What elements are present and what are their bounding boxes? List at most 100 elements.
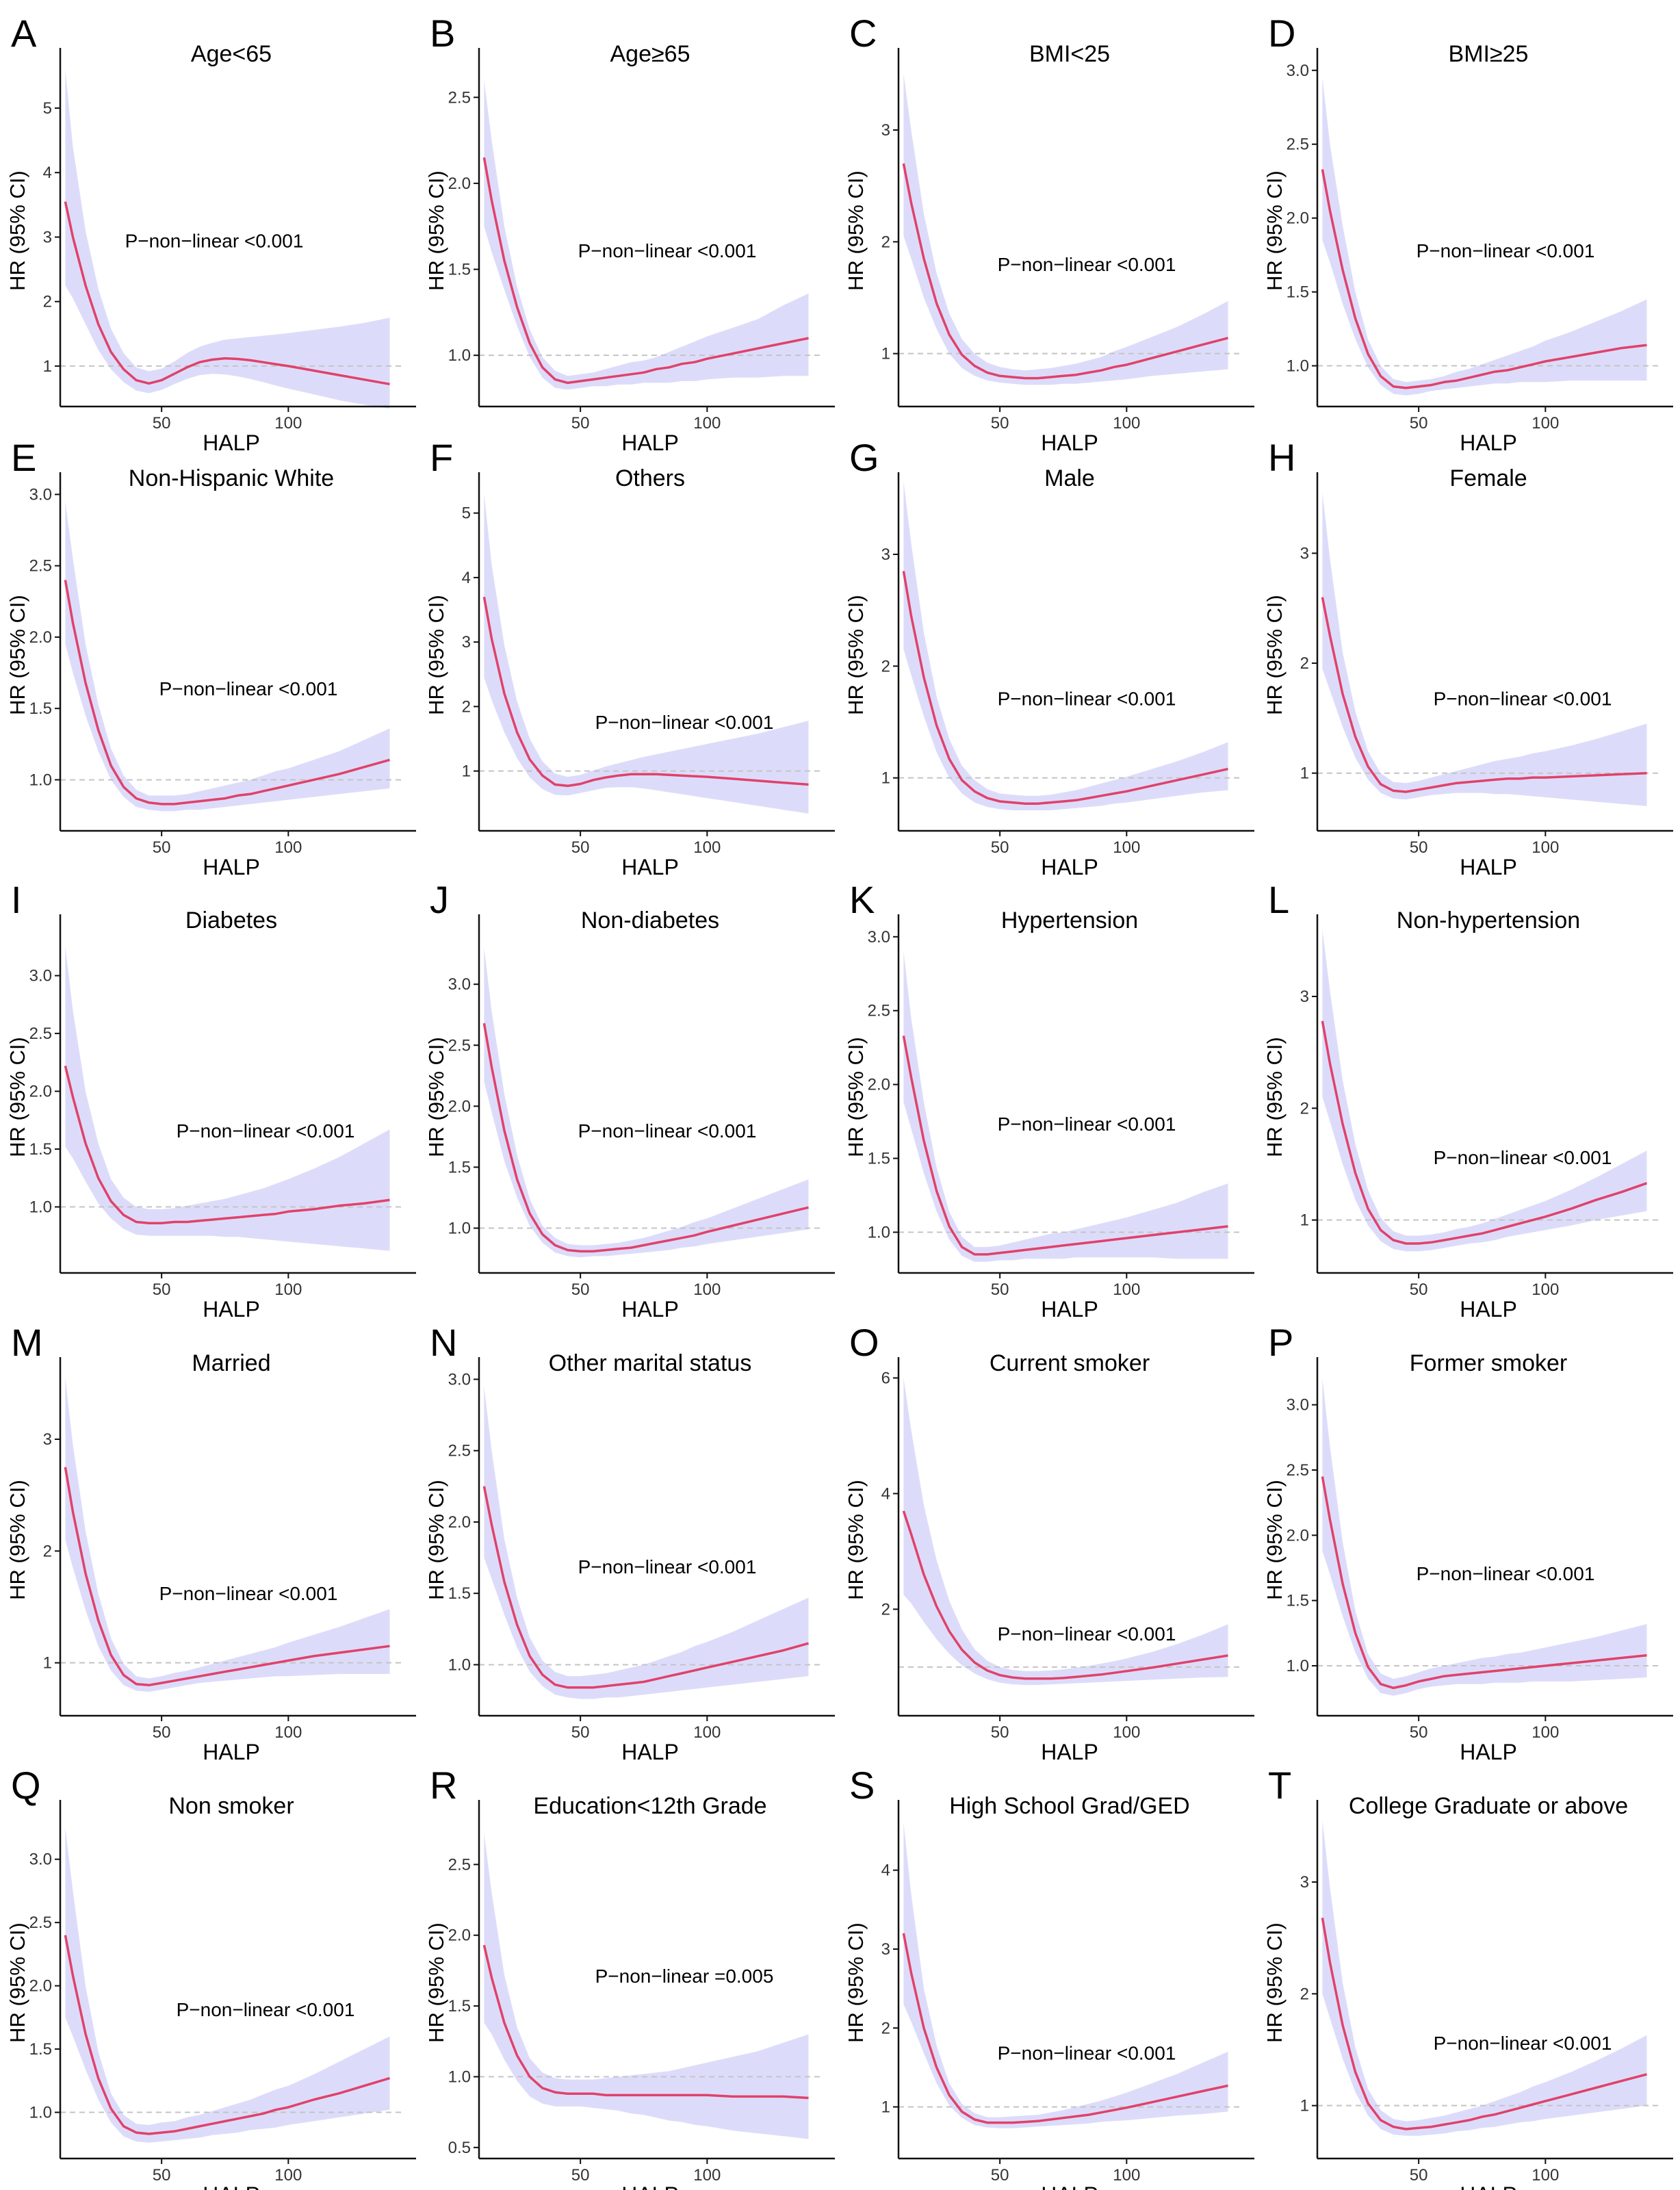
- y-axis-label: HR (95% CI): [1263, 1480, 1287, 1600]
- panel-title: High School Grad/GED: [949, 1793, 1190, 1819]
- p-value-annotation: P−non−linear <0.001: [998, 1113, 1176, 1135]
- x-tick-label: 50: [1410, 414, 1428, 433]
- y-axis-label: HR (95% CI): [5, 170, 29, 291]
- y-axis-label: HR (95% CI): [424, 1922, 448, 2043]
- y-tick-label: 2.5: [448, 88, 471, 107]
- panel-title: Other marital status: [549, 1350, 752, 1376]
- x-tick-label: 100: [1532, 2166, 1559, 2185]
- y-tick-label: 2.5: [29, 1914, 52, 1932]
- ci-band: [484, 493, 809, 814]
- y-tick-label: 3: [881, 1940, 890, 1959]
- panel-letter: O: [849, 1321, 879, 1364]
- panel-g: 1 2 3 50 100 HALP HR (95% CI) Male G P−non−linear…: [844, 436, 1254, 879]
- x-tick-label: 100: [693, 414, 721, 433]
- y-tick-label: 5: [43, 99, 52, 118]
- panel-letter: P: [1268, 1321, 1293, 1364]
- panel-h: 1 2 3 50 100 HALP HR (95% CI) Female H P−non−line…: [1263, 436, 1673, 879]
- p-value-annotation: P−non−linear <0.001: [998, 1623, 1176, 1645]
- y-tick-label: 3: [43, 228, 52, 246]
- x-axis-label: HALP: [1041, 1740, 1098, 1764]
- y-axis-label: HR (95% CI): [424, 1037, 448, 1157]
- y-tick-label: 2: [881, 657, 890, 675]
- y-tick-label: 1: [43, 1654, 52, 1673]
- y-axis-label: HR (95% CI): [5, 595, 29, 715]
- y-tick-label: 1: [1300, 2097, 1309, 2115]
- panel-title: Former smoker: [1410, 1350, 1567, 1376]
- panel-b: 1.0 1.5 2.0 2.5 50 100 HALP HR (95% CI) Age≥65 B P…: [424, 12, 835, 455]
- hr-line: [902, 1933, 1228, 2124]
- hr-line: [902, 1035, 1228, 1256]
- panel-letter: I: [11, 878, 22, 921]
- y-axis-label: HR (95% CI): [5, 1037, 29, 1157]
- ci-band: [903, 1378, 1228, 1686]
- y-tick-label: 3: [43, 1430, 52, 1449]
- x-axis-label: HALP: [1460, 2182, 1517, 2190]
- panel-f: 1 2 3 4 5 50 100 HALP HR (95% CI) Others F P−non−li…: [424, 436, 835, 879]
- y-axis-label: HR (95% CI): [424, 595, 448, 715]
- x-tick-label: 100: [274, 838, 302, 857]
- ci-band: [65, 69, 390, 409]
- panel-letter: H: [1268, 436, 1295, 479]
- p-value-annotation: P−non−linear <0.001: [177, 1999, 355, 2020]
- x-tick-label: 50: [153, 414, 171, 433]
- y-tick-label: 4: [462, 569, 471, 587]
- y-tick-label: 3: [881, 545, 890, 564]
- hr-line: [1321, 1476, 1647, 1690]
- panel-q: 1.0 1.5 2.0 2.5 3.0 50 100 HALP HR (95% CI) Non s…: [5, 1764, 416, 2190]
- x-axis-label: HALP: [203, 1297, 260, 1322]
- y-tick-label: 1.0: [29, 771, 52, 789]
- ci-band: [65, 501, 390, 812]
- y-tick-label: 2: [1300, 1099, 1309, 1118]
- panel-d: 1.0 1.5 2.0 2.5 3.0 50 100 HALP HR (95% CI) BMI≥2…: [1263, 12, 1673, 455]
- panel-c: 1 2 3 50 100 HALP HR (95% CI) BMI<25 C P−non−line…: [844, 12, 1254, 455]
- x-tick-label: 100: [693, 1280, 721, 1299]
- hr-line: [64, 1935, 391, 2135]
- y-tick-label: 2.5: [1287, 136, 1309, 154]
- ci-band: [903, 481, 1228, 810]
- hr-line: [1321, 597, 1647, 793]
- x-tick-label: 50: [571, 1723, 590, 1742]
- x-axis-label: HALP: [203, 2182, 260, 2190]
- panel-title: Non-Hispanic White: [129, 465, 334, 491]
- x-axis-label: HALP: [1460, 1740, 1517, 1764]
- x-tick-label: 100: [274, 2166, 302, 2185]
- x-axis-label: HALP: [1041, 2182, 1098, 2190]
- hr-line: [1321, 1918, 1647, 2130]
- panel-letter: J: [430, 878, 449, 921]
- p-value-annotation: P−non−linear <0.001: [998, 2043, 1176, 2064]
- hr-line: [482, 596, 809, 788]
- panel-title: Age≥65: [610, 41, 690, 67]
- x-tick-label: 100: [1532, 1723, 1559, 1742]
- p-value-annotation: P−non−linear <0.001: [125, 231, 304, 252]
- panel-title: Education<12th Grade: [533, 1793, 766, 1819]
- x-axis-label: HALP: [1041, 430, 1098, 455]
- panel-letter: G: [849, 436, 879, 479]
- x-axis-label: HALP: [621, 430, 679, 455]
- hr-line: [64, 1467, 390, 1687]
- x-tick-label: 100: [1113, 1723, 1140, 1742]
- y-tick-label: 2: [881, 1600, 890, 1619]
- x-tick-label: 50: [571, 1280, 590, 1299]
- panel-k: 1.0 1.5 2.0 2.5 3.0 50 100 HALP HR (95% CI) Hyper…: [844, 878, 1254, 1322]
- y-tick-label: 1.0: [448, 1220, 471, 1238]
- y-tick-label: 1: [462, 762, 471, 781]
- hr-line: [902, 571, 1228, 805]
- ci-band: [1322, 1378, 1647, 1696]
- y-tick-label: 1.0: [1287, 357, 1309, 376]
- panel-title: Hypertension: [1001, 907, 1138, 933]
- panel-title: Others: [615, 465, 685, 491]
- ci-band: [1322, 929, 1647, 1252]
- y-tick-label: 2: [881, 2019, 890, 2037]
- hr-line: [482, 1944, 809, 2100]
- y-tick-label: 3: [881, 121, 890, 140]
- hr-line: [902, 1510, 1228, 1680]
- panel-title: Non-diabetes: [581, 907, 719, 933]
- x-tick-label: 100: [274, 1723, 302, 1742]
- x-axis-label: HALP: [1041, 855, 1098, 879]
- y-axis-label: HR (95% CI): [1263, 595, 1287, 715]
- panel-l: 1 2 3 50 100 HALP HR (95% CI) Non-hypertension L…: [1263, 878, 1673, 1322]
- y-tick-label: 1.5: [29, 699, 52, 718]
- panel-letter: A: [11, 12, 37, 55]
- panel-letter: Q: [11, 1764, 41, 1807]
- y-tick-label: 1: [881, 345, 890, 363]
